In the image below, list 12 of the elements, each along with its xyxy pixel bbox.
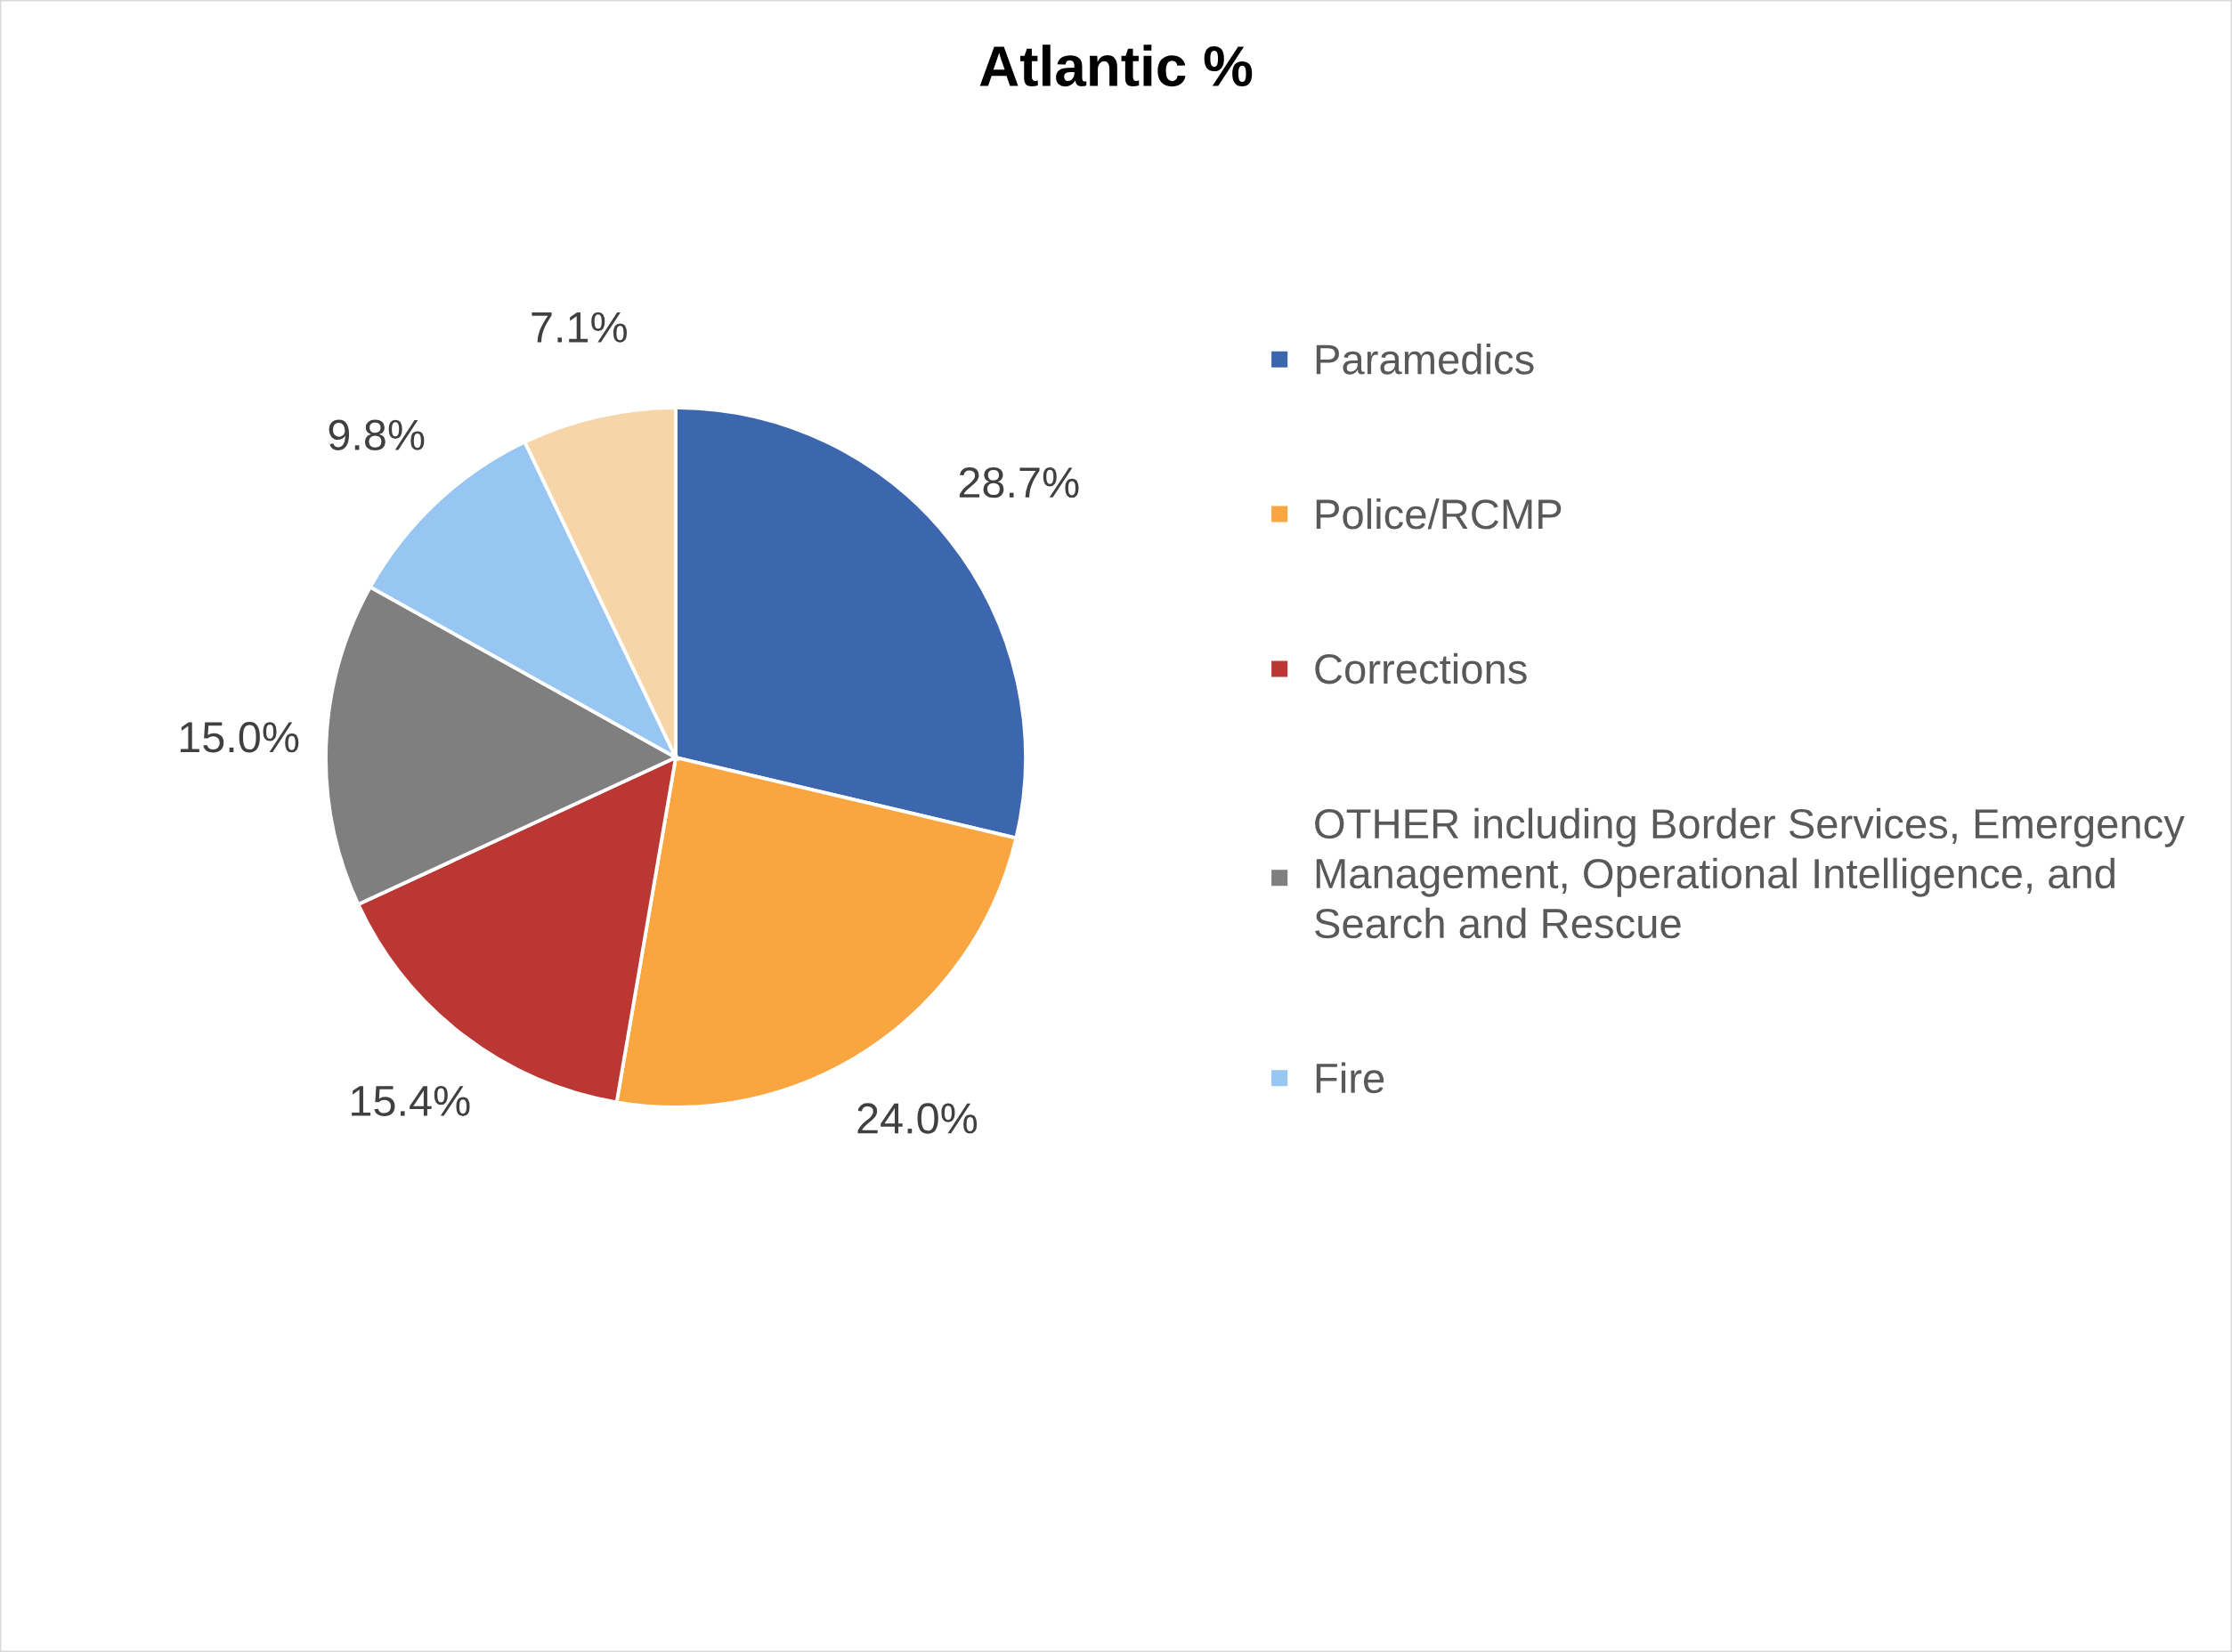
chart-title: Atlantic % bbox=[979, 45, 1253, 87]
legend-label: Paramedics bbox=[1316, 344, 1534, 375]
legend-label: Fire bbox=[1316, 1062, 1384, 1094]
data-label: 24.0% bbox=[857, 1103, 978, 1134]
data-label: 9.8% bbox=[329, 419, 425, 450]
legend-label: Police/RCMP bbox=[1316, 498, 1562, 530]
legend-label: OTHER including Border Services, Emergency Management, Operational Intelligence, and Search and Rescue bbox=[1315, 807, 2185, 939]
legend-label: Corrections bbox=[1315, 652, 1527, 684]
data-label: 7.1% bbox=[532, 312, 627, 343]
data-label: 28.7% bbox=[959, 466, 1079, 498]
data-label: 15.4% bbox=[352, 1085, 470, 1117]
data-label: 15.0% bbox=[180, 722, 299, 753]
